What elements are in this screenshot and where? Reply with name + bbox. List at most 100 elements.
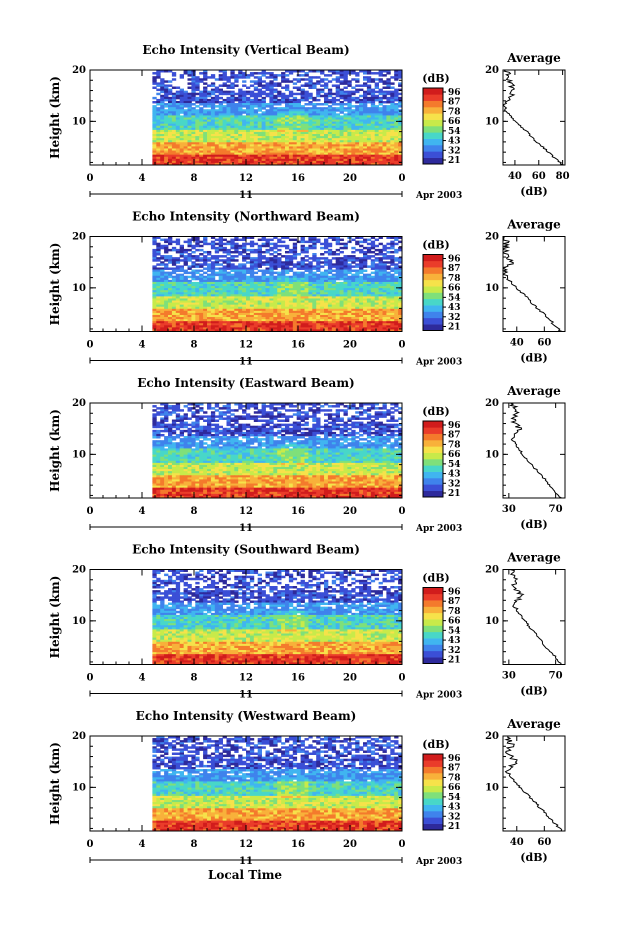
x-tick-label: 4: [139, 340, 146, 351]
average-title: Average: [506, 384, 561, 398]
colorbar-tick-label: 66: [448, 450, 461, 460]
x-tick-label: 0: [399, 673, 406, 684]
average-frame: [502, 735, 566, 832]
colorbar-swatch: [423, 465, 443, 472]
colorbar-unit: (dB): [422, 572, 449, 585]
average-title: Average: [506, 218, 561, 232]
colorbar-unit: (dB): [422, 405, 449, 418]
average-y-tick-label: 10: [485, 449, 499, 460]
colorbar-swatch: [423, 126, 443, 133]
colorbar-swatch: [423, 157, 443, 165]
x-tick-label: 16: [291, 340, 305, 351]
colorbar-tick-label: 32: [448, 313, 461, 323]
panel-title: Echo Intensity (Northward Beam): [132, 210, 360, 224]
colorbar-swatch: [423, 490, 443, 498]
y-axis-label: Height (km): [48, 742, 62, 825]
average-profile-line: [502, 69, 564, 166]
x-tick-label: 12: [239, 173, 253, 184]
colorbar-tick-label: 43: [448, 803, 461, 813]
colorbar-frame: [422, 587, 444, 664]
average-x-tick-label: 70: [549, 504, 563, 515]
colorbar-tick-label: 43: [448, 636, 461, 646]
x-axis-label: Local Time: [208, 868, 282, 882]
y-axis-label: Height (km): [48, 243, 62, 326]
average-y-tick-label: 10: [485, 616, 499, 627]
x-tick-label: 4: [139, 173, 146, 184]
y-tick-label: 20: [72, 731, 86, 742]
x-tick-label: 16: [291, 673, 305, 684]
colorbar-tick-label: 32: [448, 479, 461, 489]
panel-title: Echo Intensity (Eastward Beam): [137, 376, 354, 390]
day-label: 11: [239, 690, 253, 701]
colorbar-swatch: [423, 644, 443, 652]
colorbar-unit: (dB): [422, 72, 449, 85]
x-tick-label: 4: [139, 506, 146, 517]
average-x-tick-label: 30: [502, 671, 516, 682]
colorbar-swatch: [423, 657, 443, 664]
colorbar-swatch: [423, 823, 443, 831]
colorbar-tick-label: 66: [448, 117, 461, 127]
colorbar-tick-label: 96: [448, 88, 461, 98]
average-title: Average: [506, 51, 561, 65]
average-profile-line: [501, 236, 563, 332]
colorbar-swatch: [423, 606, 443, 614]
colorbar-swatch: [423, 600, 443, 607]
average-frame: [502, 69, 566, 166]
average-x-tick-label: 60: [532, 171, 546, 182]
colorbar-swatch: [423, 421, 443, 428]
average-x-label: (dB): [520, 851, 547, 864]
average-frame: [502, 236, 566, 332]
average-x-label: (dB): [520, 185, 547, 198]
colorbar-swatch: [423, 138, 443, 146]
x-tick-label: 20: [343, 839, 357, 850]
average-frame: [502, 569, 566, 665]
y-tick-label: 10: [72, 449, 86, 460]
colorbar-swatch: [423, 625, 443, 633]
colorbar-tick-label: 32: [448, 812, 461, 822]
y-tick-label: 20: [72, 565, 86, 576]
colorbar-swatch: [423, 305, 443, 312]
colorbar-swatch: [423, 612, 443, 620]
y-tick-label: 10: [72, 116, 86, 127]
x-tick-label: 16: [291, 506, 305, 517]
x-tick-label: 20: [343, 340, 357, 351]
panel-0: Echo Intensity (Vertical Beam) Height (km…: [48, 43, 570, 201]
date-label: Apr 2003: [415, 691, 462, 701]
colorbar-tick-label: 54: [448, 460, 461, 470]
y-tick-label: 20: [72, 232, 86, 243]
date-label: Apr 2003: [415, 524, 462, 534]
colorbar-tick-label: 21: [448, 656, 461, 666]
colorbar-swatch: [423, 754, 443, 761]
colorbar-swatch: [423, 254, 443, 262]
panel-1: Echo Intensity (Northward Beam) Height (k…: [48, 210, 566, 368]
panel-3: Echo Intensity (Southward Beam) Height (k…: [48, 543, 566, 701]
average-title: Average: [506, 717, 561, 731]
x-tick-label: 8: [191, 340, 198, 351]
colorbar-swatch: [423, 760, 443, 767]
panel-2: Echo Intensity (Eastward Beam) Height (km…: [48, 376, 566, 534]
x-tick-label: 0: [87, 839, 94, 850]
colorbar-swatch: [423, 792, 443, 799]
colorbar-swatch: [423, 811, 443, 818]
colorbar-swatch: [423, 273, 443, 281]
x-tick-label: 0: [87, 173, 94, 184]
colorbar-tick-label: 96: [448, 588, 461, 598]
x-tick-label: 0: [399, 340, 406, 351]
x-tick-label: 20: [343, 173, 357, 184]
colorbar-swatch: [423, 446, 443, 453]
colorbar-swatch: [423, 766, 443, 774]
colorbar-tick-label: 54: [448, 626, 461, 636]
colorbar-swatch: [423, 119, 443, 127]
y-tick-label: 10: [72, 782, 86, 793]
x-tick-label: 16: [291, 839, 305, 850]
y-tick-label: 10: [72, 283, 86, 294]
colorbar-tick-label: 96: [448, 421, 461, 431]
x-tick-label: 0: [87, 340, 94, 351]
colorbar-swatch: [423, 804, 443, 812]
colorbar-swatch: [423, 94, 443, 101]
heatmap: [152, 569, 402, 665]
date-label: Apr 2003: [415, 358, 462, 368]
x-tick-label: 8: [191, 506, 198, 517]
average-y-tick-label: 20: [485, 65, 499, 76]
